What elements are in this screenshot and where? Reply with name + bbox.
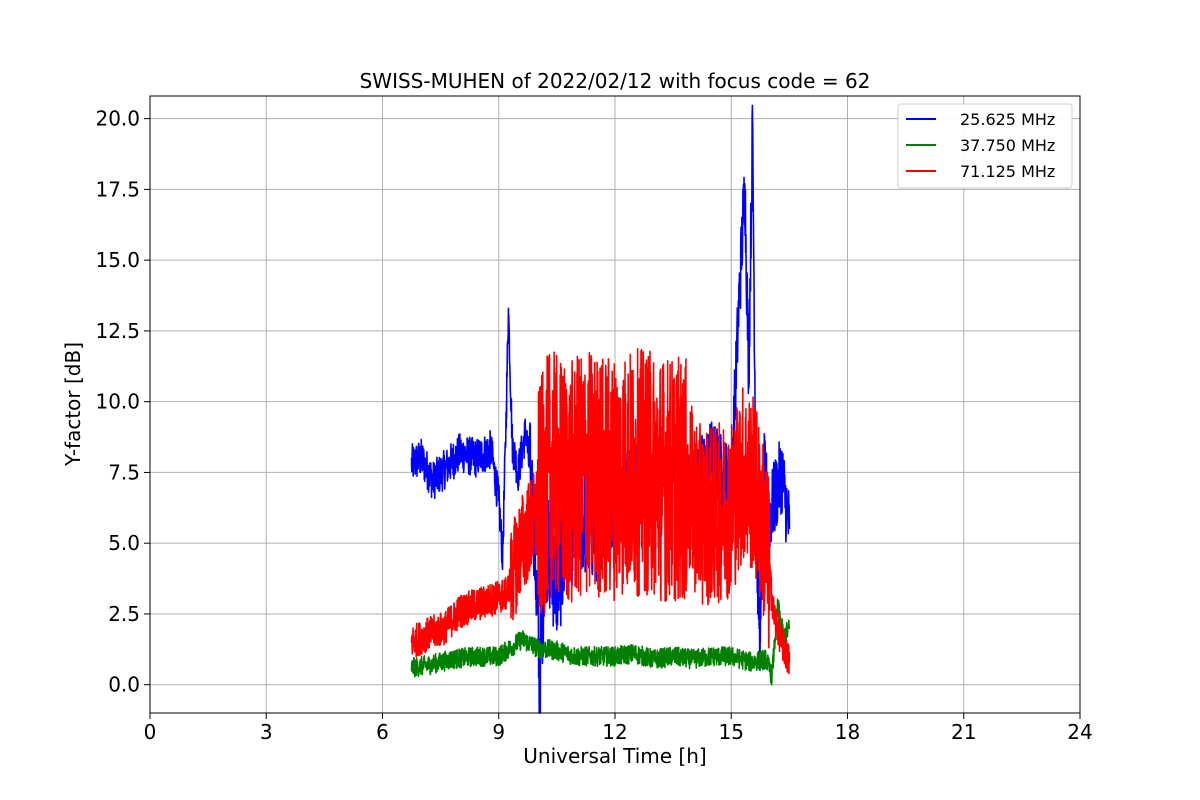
- x-tick-label: 0: [144, 720, 157, 744]
- x-tick-label: 21: [951, 720, 976, 744]
- x-tick-label: 24: [1067, 720, 1092, 744]
- tick-layer: 0 3 6 9 12 15 18 21 24 0.0 2.5 5.0 7.5 10.0 12.5 15.0 17…: [95, 107, 1092, 744]
- y-tick-label: 17.5: [95, 177, 140, 201]
- x-tick-label: 9: [492, 720, 505, 744]
- chart-title: SWISS-MUHEN of 2022/02/12 with focus cod…: [360, 69, 871, 93]
- x-axis-label: Universal Time [h]: [523, 744, 706, 768]
- y-tick-label: 10.0: [95, 390, 140, 414]
- y-tick-label: 15.0: [95, 248, 140, 272]
- legend-label: 25.625 MHz: [960, 110, 1055, 129]
- x-tick-label: 15: [719, 720, 744, 744]
- y-tick-label: 2.5: [108, 602, 140, 626]
- y-axis-label: Y-factor [dB]: [61, 342, 85, 467]
- series-line-37-750-mhz: [410, 598, 791, 686]
- x-tick-label: 12: [602, 720, 627, 744]
- legend-box: [897, 103, 1073, 189]
- y-tick-label: 0.0: [108, 673, 140, 697]
- legend-label: 37.750 MHz: [960, 136, 1055, 155]
- y-tick-label: 7.5: [108, 460, 140, 484]
- y-tick-label: 12.5: [95, 319, 140, 343]
- legend-label: 71.125 MHz: [960, 162, 1055, 181]
- y-tick-label: 20.0: [95, 107, 140, 131]
- series-layer: [410, 104, 791, 714]
- y-tick-label: 5.0: [108, 531, 140, 555]
- x-tick-label: 6: [376, 720, 389, 744]
- legend: 25.625 MHz 37.750 MHz 71.125 MHz: [897, 103, 1073, 189]
- x-tick-label: 18: [835, 720, 860, 744]
- series-line-71-125-mhz: [410, 348, 791, 675]
- x-tick-label: 3: [260, 720, 273, 744]
